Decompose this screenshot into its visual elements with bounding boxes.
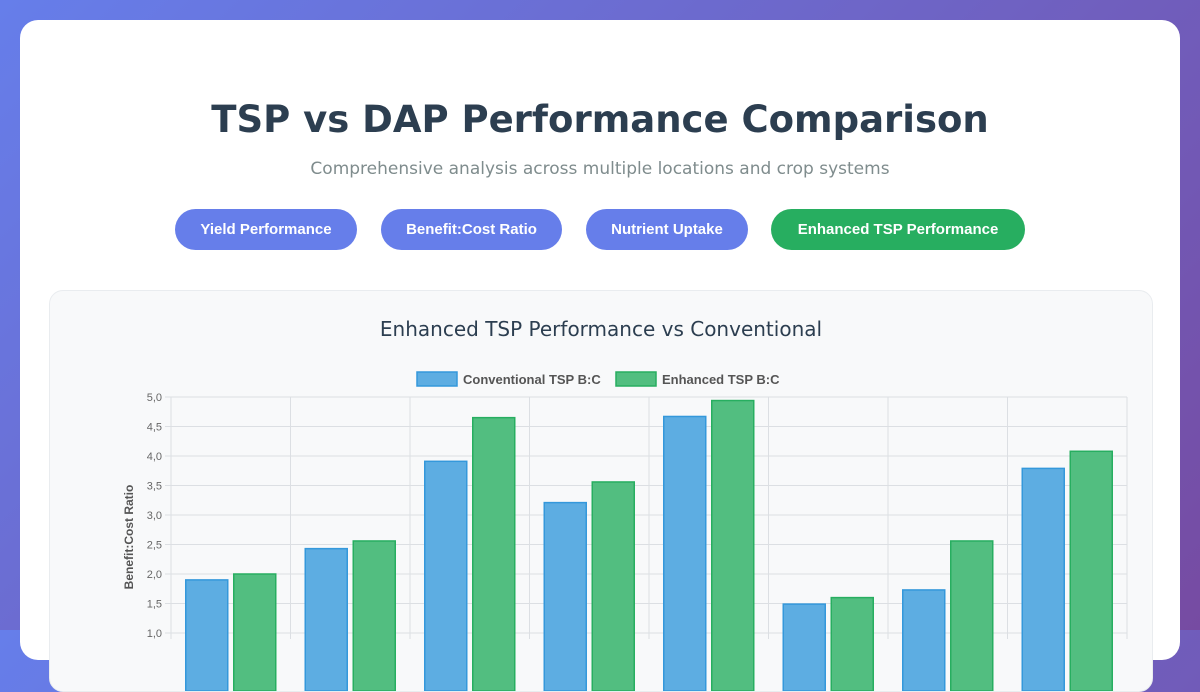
y-tick-label: 3,5 xyxy=(147,481,162,493)
main-card: TSP vs DAP Performance Comparison Compre… xyxy=(20,20,1180,692)
legend-item-enhanced[interactable]: Enhanced TSP B:C xyxy=(615,371,780,387)
chart-title: Enhanced TSP Performance vs Conventional xyxy=(379,317,823,341)
bar-conventional[interactable] xyxy=(304,547,348,691)
y-tick-label: 1,5 xyxy=(147,599,162,611)
y-axis-label: Benefit:Cost Ratio xyxy=(122,485,136,590)
bar-enhanced[interactable] xyxy=(472,416,516,691)
legend-swatch xyxy=(416,371,458,387)
bar-enhanced[interactable] xyxy=(830,596,874,691)
bar-conventional[interactable] xyxy=(424,460,468,691)
chart-panel: Enhanced TSP Performance vs Conventional… xyxy=(49,290,1153,692)
y-axis-ticks: 1,01,52,02,53,03,54,04,55,0 xyxy=(147,392,162,640)
bar-enhanced[interactable] xyxy=(352,540,396,691)
bar-conventional[interactable] xyxy=(1021,467,1065,691)
y-tick-label: 4,5 xyxy=(147,422,162,434)
bar-enhanced[interactable] xyxy=(1069,450,1113,691)
page-title: TSP vs DAP Performance Comparison xyxy=(211,98,989,141)
tab-benefit-cost-ratio[interactable]: Benefit:Cost Ratio xyxy=(381,209,562,250)
bar-conventional[interactable] xyxy=(543,501,587,691)
y-tick-label: 2,5 xyxy=(147,540,162,552)
bar-enhanced[interactable] xyxy=(233,573,277,691)
tab-bar: Yield Performance Benefit:Cost Ratio Nut… xyxy=(20,209,1180,250)
y-tick-label: 2,0 xyxy=(147,569,162,581)
legend-label: Conventional TSP B:C xyxy=(463,372,601,387)
bar-conventional[interactable] xyxy=(185,579,229,691)
tab-yield-performance[interactable]: Yield Performance xyxy=(175,209,357,250)
bar-conventional[interactable] xyxy=(782,603,826,691)
page-subtitle: Comprehensive analysis across multiple l… xyxy=(310,159,890,179)
tab-nutrient-uptake[interactable]: Nutrient Uptake xyxy=(586,209,748,250)
bar-chart: 1,01,52,02,53,03,54,04,55,0 Conventional… xyxy=(122,371,1128,691)
bar-conventional[interactable] xyxy=(663,415,707,691)
bar-enhanced[interactable] xyxy=(591,481,635,691)
tab-enhanced-tsp-performance[interactable]: Enhanced TSP Performance xyxy=(771,209,1025,250)
chart-legend: Conventional TSP B:C Enhanced TSP B:C xyxy=(416,371,780,387)
legend-swatch xyxy=(615,371,657,387)
bar-enhanced[interactable] xyxy=(711,399,755,691)
legend-item-conventional[interactable]: Conventional TSP B:C xyxy=(416,371,601,387)
y-tick-label: 5,0 xyxy=(147,392,162,404)
y-tick-label: 3,0 xyxy=(147,510,162,522)
y-tick-label: 4,0 xyxy=(147,451,162,463)
legend-label: Enhanced TSP B:C xyxy=(662,372,780,387)
bar-conventional[interactable] xyxy=(902,589,946,691)
bar-enhanced[interactable] xyxy=(950,540,994,691)
